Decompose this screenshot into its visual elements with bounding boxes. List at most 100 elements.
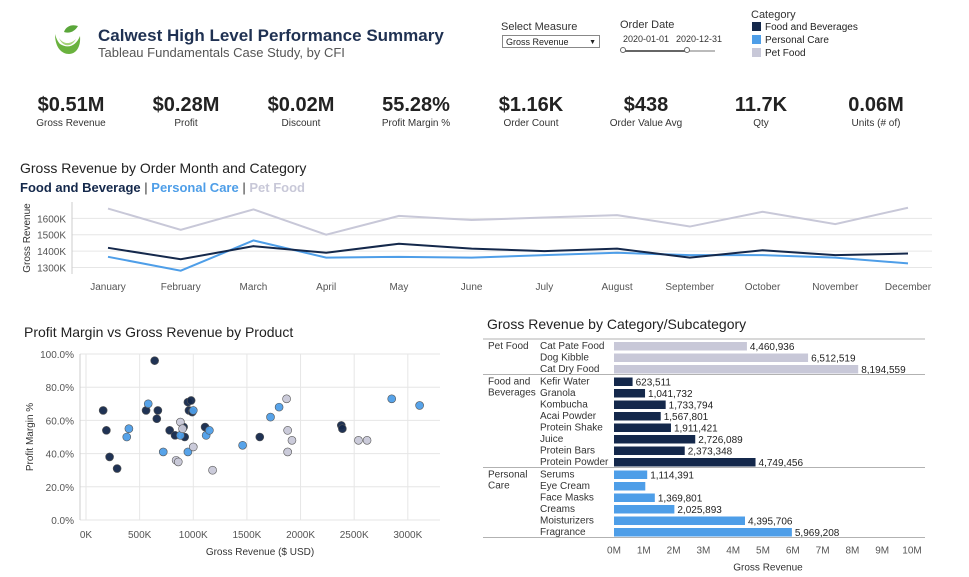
scatter-point (287, 436, 297, 445)
series-line-food (107, 242, 909, 261)
bar-value-label: 2,373,348 (688, 447, 733, 458)
scatter-point (282, 394, 291, 404)
legend-item-personal[interactable]: Personal Care (752, 35, 829, 46)
bar-category-label: Serums (540, 470, 574, 481)
kpi-value: $0.28M (152, 94, 220, 116)
bar-category-label: Juice (540, 434, 564, 445)
bar (614, 516, 745, 525)
line-legend-pet[interactable]: Pet Food (249, 180, 305, 195)
x-tick-label: November (812, 282, 859, 293)
slider-handle-end[interactable] (684, 47, 691, 53)
y-tick-label: 1600K (37, 214, 66, 225)
bar (614, 505, 675, 514)
measure-select-value: Gross Revenue (506, 37, 569, 47)
scatter-point (283, 426, 292, 435)
bar-category-label: Dog Kibble (540, 353, 589, 364)
group-label: Personal (488, 470, 527, 481)
y-tick-label: 40.0% (46, 450, 74, 461)
bar (614, 353, 809, 362)
x-tick-label: December (885, 282, 932, 293)
x-tick-label: 4M (726, 546, 740, 557)
scatter-point (362, 436, 372, 445)
kpi-label: Profit (174, 118, 198, 129)
bar-category-label: Protein Powder (540, 457, 609, 468)
scatter-point (283, 447, 292, 457)
x-tick-label: 0M (607, 546, 621, 557)
scatter-point (188, 406, 198, 415)
scatter-point (143, 399, 153, 409)
x-axis-label: Gross Revenue ($ USD) (206, 547, 314, 558)
x-tick-label: October (745, 282, 781, 293)
category-legend-title: Category (751, 9, 796, 21)
kpi-value: $0.51M (37, 94, 105, 116)
bar-value-label: 6,512,519 (811, 354, 856, 365)
bar (614, 365, 859, 374)
x-tick-label: January (90, 282, 126, 293)
x-tick-label: 3000K (393, 530, 422, 541)
date-range-slider[interactable] (620, 47, 715, 53)
line-legend-food[interactable]: Food and Beverage (20, 180, 141, 195)
y-axis-label: Profit Margin % (25, 403, 36, 471)
bar (614, 470, 648, 479)
scatter-point (208, 465, 217, 475)
kpi-label: Qty (753, 118, 769, 129)
kpi-units: 0.06M Units (# of) (821, 94, 931, 129)
x-tick-label: 2M (667, 546, 681, 557)
kpi-label: Order Value Avg (609, 118, 683, 129)
bar-category-label: Creams (540, 504, 575, 515)
x-tick-label: September (665, 282, 715, 293)
scatter-point (415, 401, 424, 410)
kpi-value: 11.7K (734, 94, 788, 116)
kpi-value: 0.06M (848, 94, 904, 116)
bar-chart-title: Gross Revenue by Category/Subcategory (487, 316, 747, 332)
bar (614, 458, 756, 467)
bar-category-label: Fragrance (540, 527, 586, 538)
measure-select[interactable]: Gross Revenue ▼ (502, 35, 600, 48)
date-start: 2020-01-01 (623, 34, 670, 44)
kpi-label: Profit Margin % (381, 118, 451, 129)
line-chart-title: Gross Revenue by Order Month and Categor… (20, 160, 307, 176)
y-tick-label: 0.0% (51, 516, 74, 527)
x-tick-label: 5M (756, 546, 770, 557)
x-tick-label: March (240, 282, 268, 293)
scatter-point (102, 426, 111, 435)
kpi-label: Gross Revenue (36, 118, 106, 129)
scatter-point (105, 452, 114, 462)
slider-handle-start[interactable] (620, 47, 626, 53)
line-legend-separator: | (144, 180, 148, 195)
swatch-pet (752, 48, 761, 57)
kpi-value: $438 (623, 94, 669, 116)
bar-value-label: 1,911,421 (674, 424, 718, 435)
scatter-point (150, 356, 159, 365)
x-tick-label: 1000K (179, 530, 208, 541)
kpi-value: 55.28% (382, 94, 450, 116)
scatter-point (178, 424, 187, 433)
bar-value-label: 4,749,456 (759, 458, 804, 469)
y-tick-label: 1300K (37, 263, 66, 274)
y-tick-label: 60.0% (46, 416, 74, 427)
y-tick-label: 20.0% (46, 483, 74, 494)
x-tick-label: 8M (845, 546, 859, 557)
x-tick-label: May (389, 282, 408, 293)
legend-item-food[interactable]: Food and Beverages (752, 22, 858, 33)
bar-category-label: Kefir Water (540, 377, 590, 388)
x-tick-label: February (161, 282, 201, 293)
scatter-point (112, 464, 122, 473)
series-line-pet (107, 206, 909, 236)
kpi-label: Units (# of) (851, 118, 901, 129)
bar (614, 435, 696, 444)
scatter-point (387, 394, 397, 404)
scatter-chart: 0.0% 20.0% 40.0% 60.0% 80.0% 100.0% 0K 500K 1000… (25, 350, 440, 558)
bar (614, 389, 646, 398)
bar-category-label: Acai Powder (540, 411, 597, 422)
kpi-label: Order Count (503, 118, 559, 129)
x-tick-label: August (602, 282, 633, 293)
line-legend-personal[interactable]: Personal Care (151, 180, 239, 195)
legend-item-pet[interactable]: Pet Food (752, 48, 806, 59)
group-label: Beverages (488, 388, 536, 399)
swatch-food (752, 22, 761, 31)
bar-category-label: Cat Pate Food (540, 341, 604, 352)
scatter-point (354, 436, 363, 445)
kpi-order-value-avg: $438 Order Value Avg (591, 94, 701, 129)
bar-value-label: 8,194,559 (861, 365, 906, 376)
